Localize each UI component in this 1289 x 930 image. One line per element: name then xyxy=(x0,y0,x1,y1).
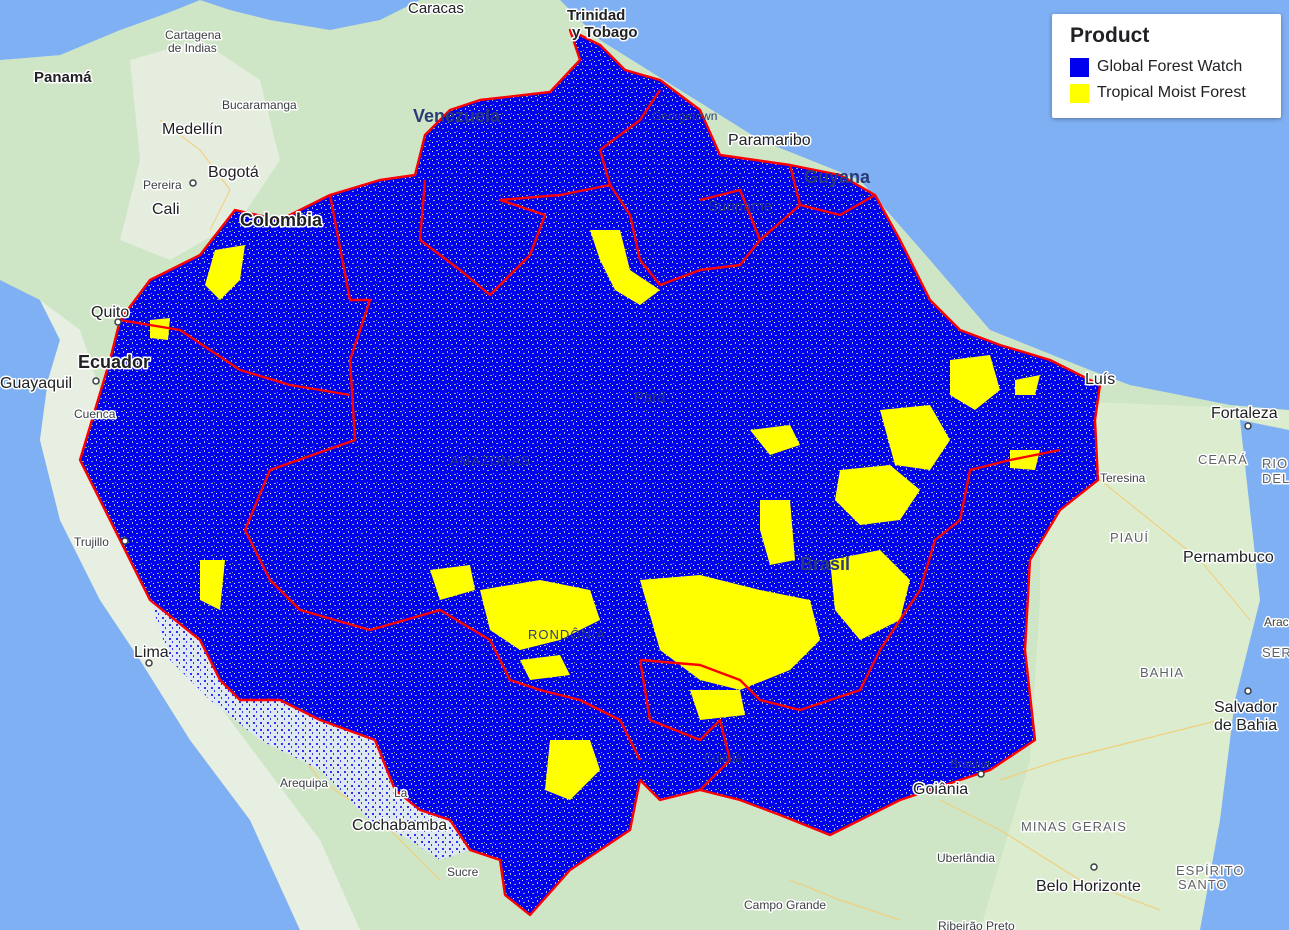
tmf-patches xyxy=(150,230,1040,800)
label-medellin: Medellín xyxy=(162,121,222,138)
city-markers xyxy=(92,179,1252,871)
label-rondonia: RONDÔNIA xyxy=(528,627,606,642)
land-brazil-east xyxy=(980,400,1289,930)
label-trinidad: Trinidad xyxy=(567,7,625,24)
label-fortaleza: Fortaleza xyxy=(1211,405,1278,422)
label-cuenca: Cuenca xyxy=(74,407,116,421)
label-sergipe: SER xyxy=(1262,645,1289,660)
label-ecuador: Ecuador xyxy=(78,352,150,372)
label-piaui: PIAUÍ xyxy=(1110,530,1149,545)
label-ceara: CEARÁ xyxy=(1198,452,1248,467)
label-georgetown: Georgetown xyxy=(652,109,717,123)
amazon-outer-boundary xyxy=(78,28,1102,917)
label-guayaquil: Guayaquil xyxy=(0,375,72,392)
boundary-colombia-brazil xyxy=(243,194,372,632)
legend-item-gfw: Global Forest Watch xyxy=(1070,54,1269,80)
label-venezuela: Venezuela xyxy=(413,106,501,126)
legend-swatch-tmf xyxy=(1070,83,1089,103)
label-uberlandia: Uberlândia xyxy=(937,851,995,865)
label-amazonas: AMAZONAS xyxy=(450,453,531,468)
legend-title: Product xyxy=(1070,24,1150,47)
label-bucaramanga: Bucaramanga xyxy=(222,98,297,112)
label-panama: Panamá xyxy=(34,69,92,86)
land-caribbean-panama xyxy=(0,0,200,60)
boundary-mato-grosso xyxy=(638,659,732,791)
label-quito: Quito xyxy=(91,304,129,321)
label-cochabamba: Cochabamba xyxy=(352,817,447,834)
land-caribbean-coast xyxy=(200,0,420,30)
label-bogota: Bogotá xyxy=(208,164,259,181)
label-tobago: y Tobago xyxy=(572,24,638,41)
sparse-forest-fringe xyxy=(150,600,470,860)
label-rio-grande: RIO xyxy=(1262,456,1288,471)
label-colombia: Colombia xyxy=(240,210,323,230)
label-cali: Cali xyxy=(152,201,180,218)
label-sucre: Sucre xyxy=(447,865,479,879)
land-pacific-coast xyxy=(0,280,300,930)
label-lima: Lima xyxy=(134,644,169,661)
label-de-bahia: de Bahia xyxy=(1214,717,1277,734)
label-pernambuco: Pernambuco xyxy=(1183,549,1274,566)
land-atlantic-east xyxy=(1200,420,1289,930)
label-sao-luis: Luís xyxy=(1085,371,1115,388)
land-panama-isthmus xyxy=(0,58,130,100)
boundary-peru xyxy=(119,318,351,397)
label-brasil: Brasil xyxy=(800,554,850,574)
boundary-suriname xyxy=(699,164,802,241)
label-campo-grande: Campo Grande xyxy=(744,898,826,912)
land-west-coast xyxy=(40,300,360,930)
boundary-guyana xyxy=(598,89,661,186)
label-brasilia: Brasília xyxy=(950,757,990,771)
label-ribeirao: Ribeirão Preto xyxy=(938,919,1015,930)
legend-label-gfw: Global Forest Watch xyxy=(1097,58,1243,75)
label-belo-horizonte: Belo Horizonte xyxy=(1036,878,1141,895)
label-do-norte: DEL xyxy=(1262,471,1289,486)
legend-item-tmf: Tropical Moist Forest xyxy=(1070,80,1269,106)
label-de-indias: de Indias xyxy=(168,41,217,55)
label-cartagena: Cartagena xyxy=(165,28,221,42)
map-legend: Product Global Forest Watch Tropical Moi… xyxy=(1052,14,1281,118)
label-para: Pará xyxy=(634,389,666,406)
label-cuiaba: Cuiabá xyxy=(704,751,742,765)
label-santo: SANTO xyxy=(1178,877,1228,892)
label-teresina: Teresina xyxy=(1100,471,1146,485)
label-aracaju: Arac xyxy=(1264,615,1289,629)
boundary-bolivia-brazil xyxy=(639,448,1061,712)
label-caracas: Caracas xyxy=(408,0,464,17)
label-trujillo: Trujillo xyxy=(74,535,109,549)
label-minas-gerais: MINAS GERAIS xyxy=(1021,819,1127,834)
label-suriname: Suriname xyxy=(708,198,772,215)
label-salvador: Salvador xyxy=(1214,699,1278,716)
label-goiania: Goiânia xyxy=(913,781,968,798)
legend-label-tmf: Tropical Moist Forest xyxy=(1097,84,1246,101)
boundary-lines xyxy=(78,28,1102,917)
boundary-venezuela-brazil xyxy=(418,179,876,297)
boundary-peru-brazil xyxy=(369,608,642,761)
legend-swatch-gfw xyxy=(1070,57,1089,77)
label-bahia: BAHIA xyxy=(1140,665,1184,680)
label-espirito: ESPÍRITO xyxy=(1176,863,1244,878)
label-la-paz: La xyxy=(394,786,408,800)
label-pereira: Pereira xyxy=(143,178,182,192)
label-arequipa: Arequipa xyxy=(280,776,328,790)
label-guyana: Guyana xyxy=(804,167,871,187)
label-paramaribo: Paramaribo xyxy=(728,132,811,149)
